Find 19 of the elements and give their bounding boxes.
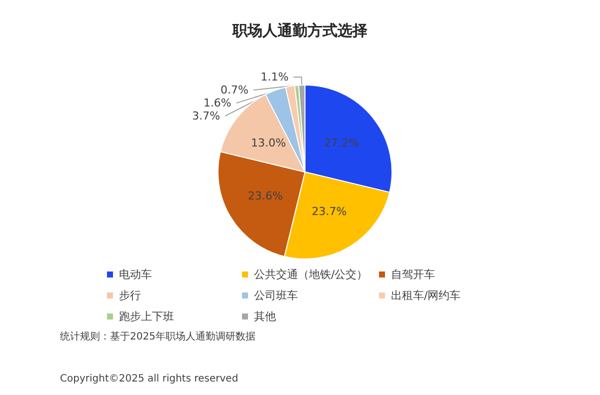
data-label: 1.1% [260, 70, 289, 84]
data-label: 1.6% [203, 96, 232, 110]
data-label: 3.7% [192, 110, 220, 123]
legend-label: 电动车 [119, 268, 152, 281]
legend-label: 公司班车 [254, 289, 298, 302]
chart-title: 职场人通勤方式选择 [232, 22, 368, 40]
legend-label: 步行 [119, 289, 141, 302]
text: Copyright©2025 all rights reserved [60, 374, 238, 384]
data-label: 23.6% [248, 190, 283, 203]
data-label: 23.7% [312, 205, 347, 218]
legend-label: 公共交通（地铁/公交） [254, 268, 368, 281]
legend-label: 出租车/网约车 [391, 289, 461, 302]
legend-label: 其他 [254, 310, 276, 323]
data-label: 13.0% [251, 136, 286, 150]
legend-label: 跑步上下班 [119, 310, 174, 323]
data-label: 0.7% [220, 84, 248, 97]
legend-label: 自驾开车 [391, 268, 435, 281]
data-label: 27.2% [324, 136, 359, 150]
text: 统计规则：基于2025年职场人通勤调研数据 [60, 330, 256, 342]
